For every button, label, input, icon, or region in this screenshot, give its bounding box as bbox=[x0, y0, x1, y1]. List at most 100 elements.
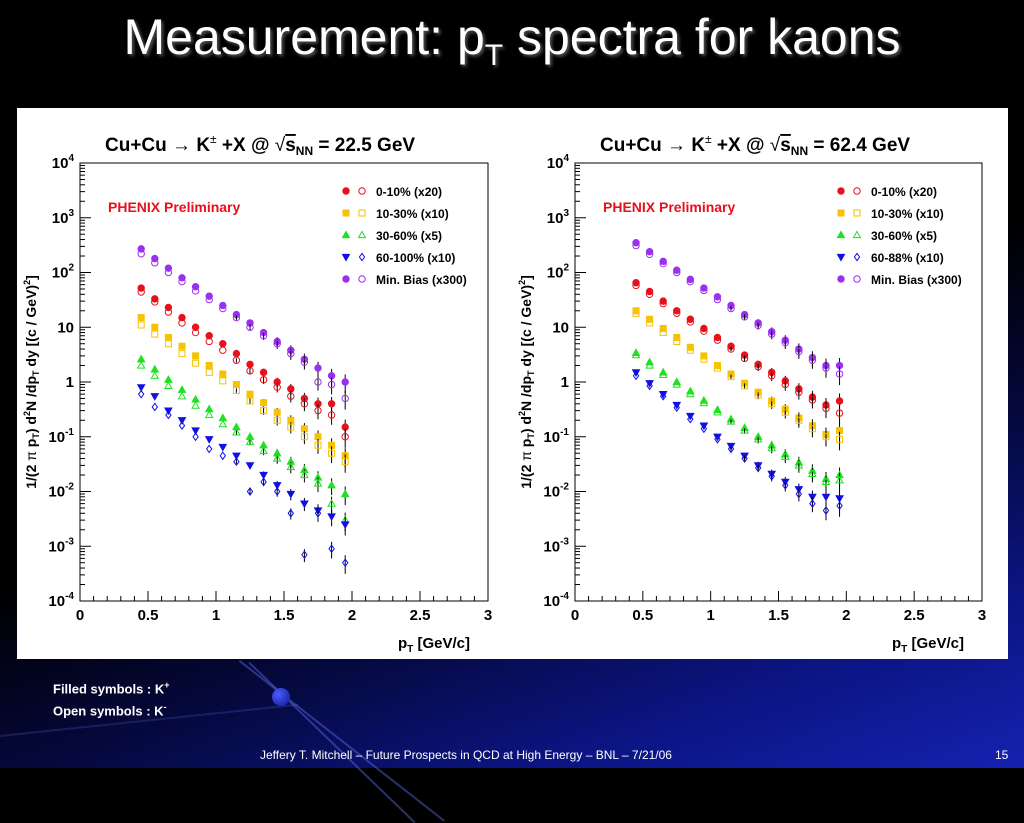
kminus-point bbox=[192, 359, 200, 367]
legend-marker-open bbox=[853, 275, 861, 283]
kminus-point bbox=[632, 371, 640, 381]
kplus-point bbox=[259, 471, 268, 480]
kminus-point bbox=[768, 372, 776, 380]
legend-label: 60-88% (x10) bbox=[871, 251, 944, 265]
kminus-point bbox=[232, 427, 241, 436]
kplus-point bbox=[136, 384, 146, 392]
x-tick-label: 3 bbox=[978, 607, 986, 624]
y-tick-label: 10 bbox=[552, 319, 569, 336]
kminus-point bbox=[727, 444, 735, 454]
legend-entry: 30-60% (x5) bbox=[341, 229, 442, 243]
kminus-point bbox=[795, 416, 803, 424]
kminus-point bbox=[781, 380, 789, 389]
kminus-point bbox=[822, 433, 830, 441]
kplus-point bbox=[150, 364, 160, 373]
kminus-point bbox=[685, 389, 695, 398]
kminus-point bbox=[754, 321, 762, 330]
kplus-point bbox=[177, 417, 187, 425]
legend-entry: Min. Bias (x300) bbox=[837, 273, 962, 287]
kminus-point bbox=[713, 407, 722, 416]
legend-entry: 10-30% (x10) bbox=[837, 207, 944, 221]
x-axis-label: pT [GeV/c] bbox=[892, 635, 964, 655]
kminus-point bbox=[151, 402, 159, 412]
legend-marker-open bbox=[358, 252, 366, 262]
kplus-point bbox=[205, 362, 213, 370]
kplus-point bbox=[699, 422, 709, 431]
phenix-preliminary-label: PHENIX Preliminary bbox=[603, 199, 735, 215]
kminus-point bbox=[272, 453, 282, 462]
kminus-point bbox=[259, 446, 268, 455]
kplus-point bbox=[245, 462, 255, 470]
kminus-point bbox=[713, 336, 722, 344]
x-tick-label: 1.5 bbox=[274, 607, 295, 624]
kminus-point bbox=[740, 354, 749, 363]
kminus-point bbox=[246, 323, 254, 331]
series-5 bbox=[632, 239, 844, 386]
spectra-charts: 0 0.5 1 1.5 2 2.5 310-410-310-210-111010210310… bbox=[22, 132, 986, 655]
kminus-point bbox=[300, 470, 309, 479]
series-1 bbox=[137, 284, 349, 448]
kminus-point bbox=[314, 406, 322, 415]
chart-1: 0 0.5 1 1.5 2 2.5 3 10-4 10-3 10-2 10-1 1 10 102 103 10… bbox=[22, 132, 492, 655]
kminus-point bbox=[754, 391, 762, 399]
kplus-point bbox=[272, 482, 282, 490]
kplus-point bbox=[137, 314, 145, 322]
kminus-point bbox=[727, 304, 735, 313]
note-filled-symbols: Filled symbols : K+ bbox=[53, 680, 170, 697]
kminus-point bbox=[700, 355, 708, 363]
kplus-point bbox=[232, 452, 241, 461]
kminus-point bbox=[821, 477, 831, 485]
kplus-point bbox=[300, 425, 308, 433]
kplus-point bbox=[246, 360, 254, 369]
chart-panel: 0 0.5 1 1.5 2 2.5 3 10-4 10-3 10-2 10-1 1 10 102 103 10… bbox=[17, 108, 1008, 659]
kminus-point bbox=[205, 368, 213, 376]
kminus-point bbox=[673, 403, 680, 413]
kminus-point bbox=[782, 480, 789, 490]
kminus-point bbox=[768, 330, 776, 338]
kminus-point bbox=[178, 421, 186, 431]
kminus-point bbox=[632, 309, 640, 317]
kminus-point bbox=[687, 414, 694, 424]
y-tick-label: 1 bbox=[561, 374, 569, 391]
kplus-point bbox=[192, 352, 200, 360]
kminus-point bbox=[835, 475, 844, 484]
kminus-point bbox=[659, 259, 667, 268]
legend-marker-filled bbox=[837, 187, 845, 195]
y-tick-label: 10-3 bbox=[48, 536, 74, 555]
kminus-point bbox=[645, 360, 654, 369]
kminus-point bbox=[327, 499, 336, 507]
kminus-point bbox=[259, 376, 268, 384]
kplus-point bbox=[673, 333, 681, 341]
kminus-point bbox=[151, 298, 159, 306]
kminus-point bbox=[191, 328, 200, 337]
y-tick-label: 10-2 bbox=[543, 482, 569, 501]
legend-entry: 0-10% (x20) bbox=[837, 185, 937, 199]
kplus-point bbox=[232, 349, 241, 358]
x-tick-label: 0 bbox=[571, 607, 579, 624]
chart-title: Cu+Cu → K± +X @ √sNN = 62.4 GeV bbox=[600, 132, 910, 158]
kminus-point bbox=[700, 424, 708, 434]
kminus-point bbox=[205, 295, 213, 304]
kminus-point bbox=[328, 449, 336, 457]
x-axis-label: pT [GeV/c] bbox=[398, 635, 470, 655]
kminus-point bbox=[178, 277, 186, 286]
y-tick-label: 10-1 bbox=[48, 427, 74, 446]
kplus-point bbox=[646, 315, 654, 323]
kminus-point bbox=[205, 337, 213, 346]
kminus-point bbox=[164, 381, 173, 389]
legend-marker-open bbox=[358, 187, 366, 195]
legend-entry: 60-100% (x10) bbox=[341, 251, 455, 265]
y-tick-label: 10-1 bbox=[543, 427, 569, 446]
kminus-point bbox=[713, 364, 721, 372]
y-tick-label: 102 bbox=[547, 263, 570, 282]
kplus-point bbox=[645, 247, 654, 256]
legend-label: 30-60% (x5) bbox=[871, 229, 937, 243]
kminus-point bbox=[137, 288, 145, 296]
decorative-dot bbox=[272, 688, 290, 706]
series-3 bbox=[631, 348, 844, 492]
phenix-preliminary-label: PHENIX Preliminary bbox=[108, 199, 240, 215]
kplus-point bbox=[659, 257, 667, 266]
kplus-point bbox=[164, 333, 172, 341]
kminus-point bbox=[659, 299, 667, 308]
kminus-point bbox=[300, 358, 309, 366]
